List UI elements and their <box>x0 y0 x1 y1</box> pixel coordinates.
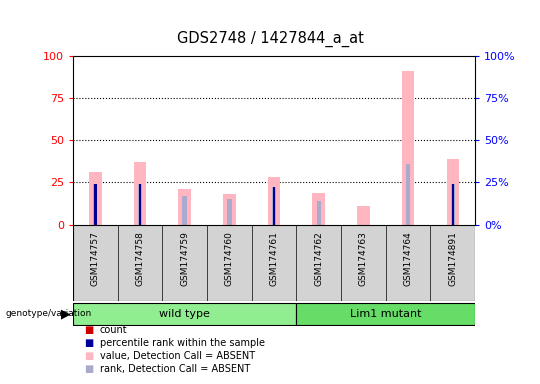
Text: GSM174891: GSM174891 <box>448 231 457 286</box>
Bar <box>73 303 296 325</box>
Bar <box>402 71 414 225</box>
Bar <box>273 187 275 225</box>
Text: GDS2748 / 1427844_a_at: GDS2748 / 1427844_a_at <box>177 30 363 46</box>
Bar <box>406 164 410 225</box>
Bar <box>296 303 475 325</box>
Text: GSM174758: GSM174758 <box>136 231 145 286</box>
Bar <box>178 189 191 225</box>
Bar <box>183 196 187 225</box>
Bar <box>451 184 454 225</box>
Bar <box>223 194 235 225</box>
Text: Lim1 mutant: Lim1 mutant <box>350 309 422 319</box>
Text: GSM174763: GSM174763 <box>359 231 368 286</box>
Bar <box>447 159 459 225</box>
Bar <box>227 199 232 225</box>
Bar <box>450 184 455 225</box>
Bar <box>134 162 146 225</box>
Text: value, Detection Call = ABSENT: value, Detection Call = ABSENT <box>100 351 255 361</box>
Text: genotype/variation: genotype/variation <box>5 310 92 318</box>
Text: GSM174759: GSM174759 <box>180 231 189 286</box>
Bar <box>94 184 97 225</box>
Bar <box>357 206 370 225</box>
Bar <box>138 184 142 225</box>
Text: GSM174762: GSM174762 <box>314 231 323 286</box>
Text: percentile rank within the sample: percentile rank within the sample <box>100 338 265 348</box>
Bar <box>139 184 141 225</box>
Text: GSM174764: GSM174764 <box>403 231 413 286</box>
Bar <box>316 201 321 225</box>
Bar <box>89 172 102 225</box>
Text: ■: ■ <box>84 338 93 348</box>
Text: ■: ■ <box>84 364 93 374</box>
Bar <box>272 187 276 225</box>
Text: ■: ■ <box>84 325 93 335</box>
Bar <box>313 192 325 225</box>
Text: GSM174761: GSM174761 <box>269 231 279 286</box>
Text: rank, Detection Call = ABSENT: rank, Detection Call = ABSENT <box>100 364 250 374</box>
Bar <box>93 184 98 225</box>
Text: GSM174757: GSM174757 <box>91 231 100 286</box>
Text: ■: ■ <box>84 351 93 361</box>
Text: GSM174760: GSM174760 <box>225 231 234 286</box>
Text: ▶: ▶ <box>60 308 70 320</box>
Text: wild type: wild type <box>159 309 210 319</box>
Text: count: count <box>100 325 127 335</box>
Bar <box>268 177 280 225</box>
